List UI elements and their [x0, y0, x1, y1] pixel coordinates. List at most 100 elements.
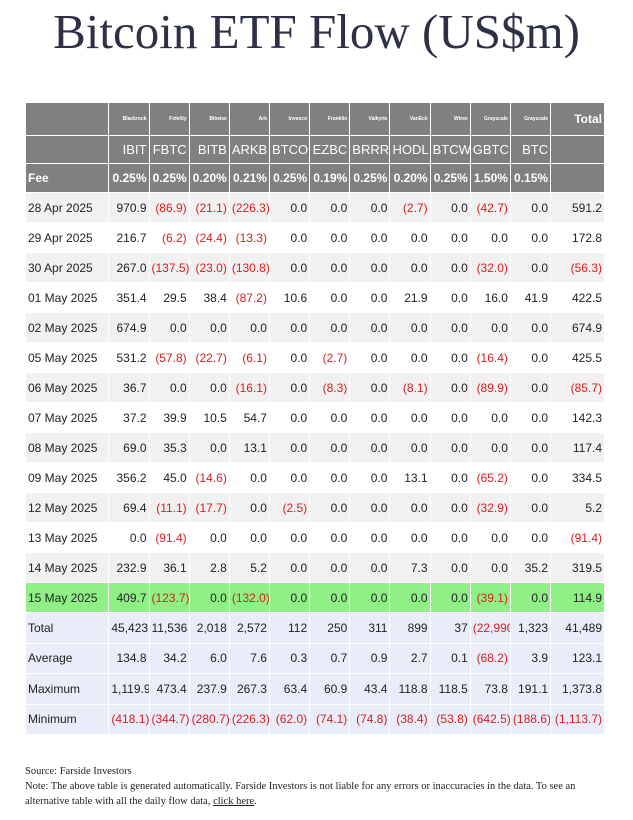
flow-value: 0.0	[228, 522, 270, 553]
flow-value: (65.2)	[469, 462, 511, 493]
table-row: 09 May 2025 356.2 45.0 (14.6) 0.0 0.0 0.0 0.0 13…	[24, 462, 605, 493]
flow-value: 0.0	[389, 312, 431, 343]
row-date: 07 May 2025	[24, 402, 110, 433]
flow-value: 0.0	[509, 312, 552, 343]
flow-value: (2.7)	[389, 192, 431, 223]
summary-row: Average 134.8 34.2 6.0 7.6 0.3 0.7 0.9 2.7 0.1 (68…	[24, 642, 605, 674]
corner-cell	[24, 102, 110, 136]
flow-value: 0.0	[429, 522, 471, 553]
flow-value: 0.0	[309, 192, 351, 223]
flow-value: 0.0	[309, 312, 351, 343]
flow-value: (11.1)	[148, 492, 190, 523]
flow-value: 0.0	[349, 492, 391, 523]
flow-value: 351.4	[108, 282, 150, 313]
issuer-name: Valkyrie	[349, 102, 391, 136]
summary-total: 41,489	[550, 612, 605, 644]
issuer-name: Invesco	[268, 102, 311, 136]
summary-value: (53.8)	[429, 703, 471, 735]
flow-value: (86.9)	[148, 192, 190, 223]
fee-value: 0.25%	[429, 163, 471, 193]
flow-value: 0.0	[349, 522, 391, 553]
flow-value: 0.0	[509, 222, 552, 253]
flow-value: 10.6	[268, 282, 311, 313]
summary-value: (226.3)	[228, 703, 270, 735]
flow-value: (91.4)	[148, 522, 190, 553]
summary-value: 60.9	[309, 673, 351, 705]
flow-value: 0.0	[349, 342, 391, 373]
flow-value: (16.4)	[469, 342, 511, 373]
flow-value: 0.0	[509, 342, 552, 373]
flow-value: 0.0	[389, 582, 431, 613]
flow-value: 0.0	[268, 552, 311, 583]
flow-value: 35.3	[148, 432, 190, 463]
summary-value: 0.9	[349, 642, 391, 674]
row-date: 15 May 2025	[24, 582, 110, 613]
summary-value: 191.1	[509, 673, 552, 705]
flow-value: 0.0	[309, 252, 351, 283]
summary-value: 112	[268, 612, 311, 644]
flow-value: 0.0	[188, 372, 230, 403]
table-row: 13 May 2025 0.0 (91.4) 0.0 0.0 0.0 0.0 0.0 0.0 0.…	[24, 522, 605, 553]
flow-value: 0.0	[268, 342, 311, 373]
summary-value: 6.0	[188, 642, 230, 674]
flow-value: 970.9	[108, 192, 150, 223]
table-row: 30 Apr 2025 267.0 (137.5) (23.0) (130.8) 0.0 0…	[24, 252, 605, 283]
summary-value: (188.6)	[509, 703, 552, 735]
flow-value: 0.0	[469, 312, 511, 343]
flow-value: 674.9	[108, 312, 150, 343]
flow-value: (32.0)	[469, 252, 511, 283]
table-row: 05 May 2025 531.2 (57.8) (22.7) (6.1) 0.0 (2.7…	[24, 342, 605, 373]
summary-value: (38.4)	[389, 703, 431, 735]
page-title: Bitcoin ETF Flow (US$m)	[53, 4, 580, 59]
flow-value: 41.9	[509, 282, 552, 313]
flow-value: (16.1)	[228, 372, 270, 403]
flow-value: 0.0	[349, 312, 391, 343]
summary-value: 899	[389, 612, 431, 644]
flow-value: 0.0	[349, 192, 391, 223]
issuer-header-row: Blackrock Fidelity Bitwise Ark Invesco Frankl…	[24, 102, 605, 136]
flow-value: 0.0	[268, 522, 311, 553]
summary-value: (280.7)	[188, 703, 230, 735]
flow-value: 0.0	[349, 282, 391, 313]
ticker-symbol: FBTC	[148, 135, 190, 164]
flow-value: 0.0	[349, 252, 391, 283]
source-note: Source: Farside Investors	[25, 766, 132, 777]
summary-value: 2.7	[389, 642, 431, 674]
row-total: 674.9	[550, 312, 605, 343]
click-here-link[interactable]: click here	[213, 796, 255, 807]
summary-row: Maximum 1,119.9 473.4 237.9 267.3 63.4 60.9 43.…	[24, 673, 605, 705]
flow-value: 0.0	[429, 282, 471, 313]
flow-value: 39.9	[148, 402, 190, 433]
flow-value: 36.1	[148, 552, 190, 583]
issuer-name: VanEck	[389, 102, 431, 136]
table-row: 08 May 2025 69.0 35.3 0.0 13.1 0.0 0.0 0.0 0.0 0.…	[24, 432, 605, 463]
flow-value: 0.0	[268, 222, 311, 253]
flow-value: 0.0	[469, 552, 511, 583]
summary-value: 34.2	[148, 642, 190, 674]
summary-label: Average	[24, 642, 110, 674]
flow-value: 0.0	[389, 342, 431, 373]
row-total: 117.4	[550, 432, 605, 463]
flow-value: (24.4)	[188, 222, 230, 253]
summary-value: (418.1)	[108, 703, 150, 735]
flow-value: 0.0	[469, 432, 511, 463]
flow-value: (226.3)	[228, 192, 270, 223]
row-total: 114.9	[550, 582, 605, 613]
ticker-symbol: HODL	[389, 135, 431, 164]
flow-value: 531.2	[108, 342, 150, 373]
flow-value: 0.0	[349, 462, 391, 493]
flow-value: 0.0	[429, 372, 471, 403]
row-date: 05 May 2025	[24, 342, 110, 373]
flow-value: 0.0	[309, 282, 351, 313]
flow-value: 216.7	[108, 222, 150, 253]
flow-value: 0.0	[309, 522, 351, 553]
summary-value: 3.9	[509, 642, 552, 674]
row-total: 591.2	[550, 192, 605, 223]
footer: Source: Farside Investors Note: The abov…	[25, 764, 610, 809]
flow-value: 0.0	[228, 492, 270, 523]
row-total: 425.5	[550, 342, 605, 373]
summary-label: Maximum	[24, 673, 110, 705]
row-date: 08 May 2025	[24, 432, 110, 463]
flow-value: 16.0	[469, 282, 511, 313]
row-total: 422.5	[550, 282, 605, 313]
